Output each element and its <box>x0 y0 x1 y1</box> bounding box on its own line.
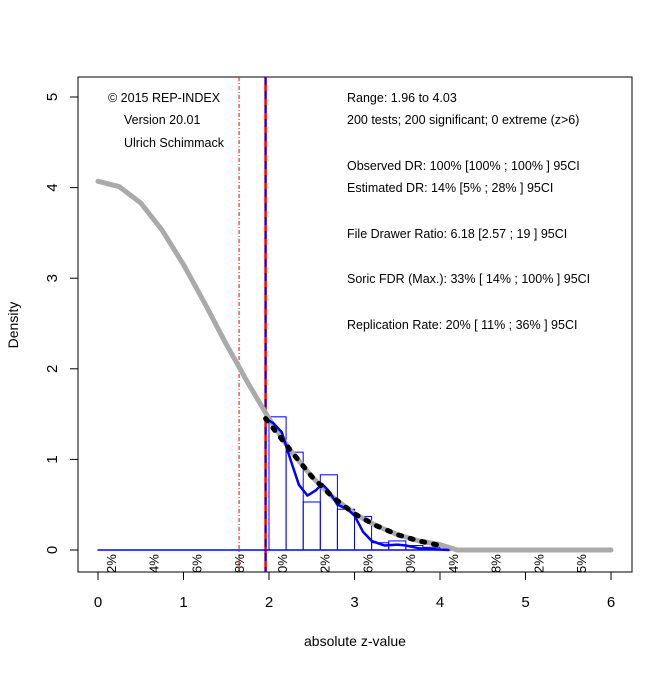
x-tick-label: 3 <box>350 594 358 611</box>
x-tick-label: 6 <box>607 594 615 611</box>
power-label: 8% <box>232 554 247 573</box>
x-tick-label: 1 <box>179 594 187 611</box>
y-tick-label: 2 <box>44 365 61 373</box>
stat-text: File Drawer Ratio: 6.18 [2.57 ; 19 ] 95C… <box>347 227 567 241</box>
y-tick-label: 5 <box>44 93 61 101</box>
x-tick-label: 2 <box>265 594 273 611</box>
x-tick-label: 0 <box>94 594 102 611</box>
credit-text: Version 20.01 <box>124 113 200 127</box>
power-label: 2% <box>104 554 119 573</box>
power-label: 6% <box>360 554 375 573</box>
power-label: 2% <box>318 554 333 573</box>
x-tick-label: 4 <box>436 594 444 611</box>
x-tick-label: 5 <box>521 594 529 611</box>
stat-text: Soric FDR (Max.): 33% [ 14% ; 100% ] 95C… <box>347 272 590 286</box>
power-label: 2% <box>531 554 546 573</box>
stat-text: Replication Rate: 20% [ 11% ; 36% ] 95CI <box>347 318 577 332</box>
power-label: 4% <box>446 554 461 573</box>
power-label: 4% <box>147 554 162 573</box>
power-label: 0% <box>275 554 290 573</box>
stat-text: 200 tests; 200 significant; 0 extreme (z… <box>347 113 579 127</box>
stat-text: Estimated DR: 14% [5% ; 28% ] 95CI <box>347 181 553 195</box>
credit-text: © 2015 REP-INDEX <box>108 91 221 105</box>
x-axis-label: absolute z-value <box>304 633 406 649</box>
series-fitted-curve <box>263 416 443 548</box>
histogram-bar <box>336 508 355 551</box>
y-tick-label: 4 <box>44 183 61 191</box>
stat-text: Observed DR: 100% [100% ; 100% ] 95CI <box>347 159 580 173</box>
y-tick-label: 1 <box>44 455 61 463</box>
y-tick-label: 3 <box>44 274 61 282</box>
y-tick-label: 0 <box>44 546 61 554</box>
power-label: 0% <box>403 554 418 573</box>
stat-text: Range: 1.96 to 4.03 <box>347 91 457 105</box>
histogram-bar <box>302 501 321 551</box>
power-label: 6% <box>189 554 204 573</box>
y-axis-label: Density <box>5 302 21 349</box>
credit-text: Ulrich Schimmack <box>124 136 225 150</box>
series-kernel-density <box>264 417 450 552</box>
power-label: 5% <box>574 554 589 573</box>
power-label: 8% <box>489 554 504 573</box>
